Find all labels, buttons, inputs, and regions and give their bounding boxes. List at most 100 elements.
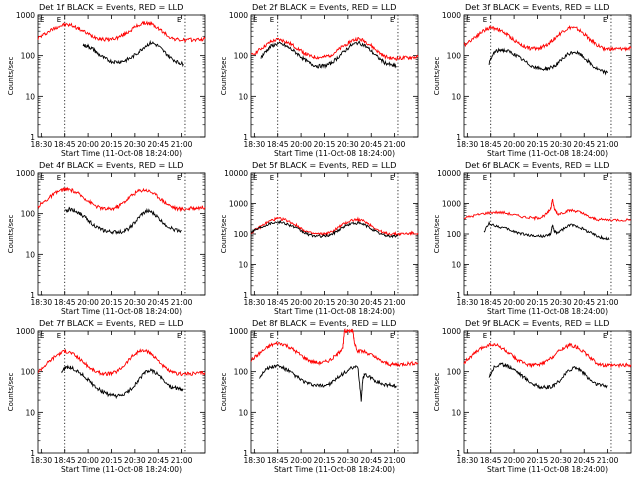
x-tick-label: 20:45 xyxy=(147,456,169,465)
y-axis-label: Counts/sec xyxy=(220,373,228,412)
marker-label: E xyxy=(483,174,487,182)
x-tick-label: 20:00 xyxy=(503,456,525,465)
x-axis-label: Start Time (11-Oct-08 18:24:00) xyxy=(61,307,182,316)
x-tick-label: 20:00 xyxy=(290,140,312,149)
x-tick-label: 20:30 xyxy=(337,140,359,149)
x-axis-label: Start Time (11-Oct-08 18:24:00) xyxy=(487,149,608,158)
marker-label: E xyxy=(603,174,607,182)
y-tick-label: 1 xyxy=(30,291,35,300)
y-tick-label: 1000 xyxy=(16,169,35,178)
y-tick-label: 1000 xyxy=(442,11,461,20)
x-tick-label: 20:00 xyxy=(290,298,312,307)
panel-det-7: Det 7f BLACK = Events, RED = LLD E E E 1 10 10… xyxy=(7,318,206,474)
x-tick-label: 20:45 xyxy=(360,298,382,307)
plot-frame xyxy=(463,172,632,296)
x-axis-label: Start Time (11-Oct-08 18:24:00) xyxy=(274,465,395,474)
chart-title: Det 7f BLACK = Events, RED = LLD xyxy=(39,318,183,328)
plot-frame xyxy=(37,14,206,138)
series-events-line xyxy=(250,219,399,239)
chart-title: Det 1f BLACK = Events, RED = LLD xyxy=(39,2,183,12)
plot-frame xyxy=(37,172,206,296)
x-tick-label: 20:30 xyxy=(124,456,146,465)
x-tick-label: 18:30 xyxy=(244,456,266,465)
x-tick-label: 18:30 xyxy=(457,456,479,465)
plot-frame xyxy=(250,14,419,138)
x-tick-label: 20:45 xyxy=(360,140,382,149)
marker-label: E xyxy=(483,16,487,24)
plot-frame xyxy=(463,330,632,454)
x-tick-label: 20:00 xyxy=(77,298,99,307)
series-events-line xyxy=(483,220,610,241)
y-tick-label: 1000 xyxy=(16,327,35,336)
x-tick-label: 18:45 xyxy=(54,456,76,465)
chart-title: Det 2f BLACK = Events, RED = LLD xyxy=(252,2,396,12)
marker-label: E xyxy=(177,332,181,340)
y-tick-label: 1 xyxy=(30,133,35,142)
panel-det-8: Det 8f BLACK = Events, RED = LLD E E E 1 10 10… xyxy=(220,318,419,474)
x-tick-label: 18:30 xyxy=(244,298,266,307)
x-tick-label: 18:45 xyxy=(480,298,502,307)
y-tick-label: 1000 xyxy=(229,11,248,20)
marker-label: E xyxy=(57,16,61,24)
marker-label: E xyxy=(390,174,394,182)
x-tick-label: 20:30 xyxy=(550,298,572,307)
panel-det-5: Det 5f BLACK = Events, RED = LLD E E E 1 10 10… xyxy=(220,160,419,316)
y-tick-label: 10 xyxy=(238,261,248,270)
panel-det-6: Det 6f BLACK = Events, RED = LLD E E E 1 10 10… xyxy=(433,160,632,316)
y-tick-label: 10 xyxy=(451,92,461,101)
series-events-line xyxy=(488,47,608,76)
x-tick-label: 20:15 xyxy=(314,140,336,149)
x-tick-label: 20:30 xyxy=(550,140,572,149)
x-tick-label: 20:45 xyxy=(573,456,595,465)
y-tick-label: 100 xyxy=(21,52,36,61)
y-tick-label: 10000 xyxy=(437,169,461,178)
x-tick-label: 21:00 xyxy=(597,298,619,307)
y-tick-label: 1000 xyxy=(229,200,248,209)
y-axis-label: Counts/sec xyxy=(220,215,228,254)
marker-label: E xyxy=(57,332,61,340)
panel-det-3: Det 3f BLACK = Events, RED = LLD E E E 1 10 10… xyxy=(433,2,632,158)
series-lld-line xyxy=(37,20,206,43)
chart-title: Det 9f BLACK = Events, RED = LLD xyxy=(465,318,609,328)
panel-det-4: Det 4f BLACK = Events, RED = LLD E E E 1 10 10… xyxy=(7,160,206,316)
x-axis-label: Start Time (11-Oct-08 18:24:00) xyxy=(274,149,395,158)
x-tick-label: 20:00 xyxy=(77,456,99,465)
x-axis-label: Start Time (11-Oct-08 18:24:00) xyxy=(487,307,608,316)
plot-frame xyxy=(250,330,419,454)
marker-label: E xyxy=(603,332,607,340)
y-tick-label: 10 xyxy=(238,408,248,417)
marker-label: E xyxy=(270,174,274,182)
y-tick-label: 1000 xyxy=(16,11,35,20)
y-tick-label: 1 xyxy=(243,449,248,458)
marker-label: E xyxy=(270,332,274,340)
y-tick-label: 10 xyxy=(25,408,35,417)
x-tick-label: 21:00 xyxy=(171,298,193,307)
x-tick-label: 20:30 xyxy=(550,456,572,465)
y-tick-label: 1000 xyxy=(229,327,248,336)
y-axis-label: Counts/sec xyxy=(433,215,441,254)
chart-title: Det 3f BLACK = Events, RED = LLD xyxy=(465,2,609,12)
y-tick-label: 100 xyxy=(447,368,462,377)
marker-label: E xyxy=(390,332,394,340)
y-tick-label: 100 xyxy=(234,230,249,239)
y-axis-label: Counts/sec xyxy=(433,373,441,412)
series-lld-line xyxy=(463,25,632,52)
x-axis-label: Start Time (11-Oct-08 18:24:00) xyxy=(487,465,608,474)
y-axis-label: Counts/sec xyxy=(7,373,15,412)
x-tick-label: 20:00 xyxy=(503,140,525,149)
marker-label: E xyxy=(466,174,470,182)
series-events-line xyxy=(488,362,608,390)
series-lld-line xyxy=(37,186,206,213)
x-tick-label: 18:45 xyxy=(54,140,76,149)
y-tick-label: 1 xyxy=(456,133,461,142)
x-tick-label: 18:30 xyxy=(31,140,53,149)
y-axis-label: Counts/sec xyxy=(7,57,15,96)
x-tick-label: 18:30 xyxy=(457,298,479,307)
series-lld-line xyxy=(250,216,419,237)
marker-label: E xyxy=(603,16,607,24)
x-tick-label: 18:30 xyxy=(457,140,479,149)
x-tick-label: 20:45 xyxy=(573,298,595,307)
y-tick-label: 10 xyxy=(238,92,248,101)
y-tick-label: 10000 xyxy=(224,169,248,178)
plot-frame xyxy=(37,330,206,454)
